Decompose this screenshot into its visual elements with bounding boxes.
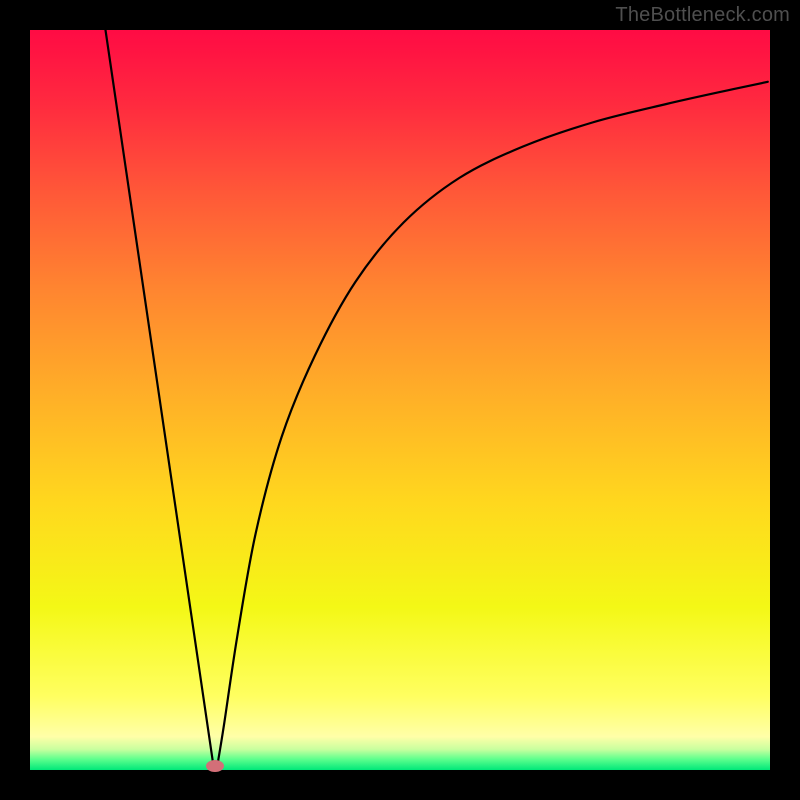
plot-svg bbox=[30, 30, 770, 770]
gradient-background bbox=[30, 30, 770, 770]
plot-area bbox=[30, 30, 770, 770]
chart-stage: TheBottleneck.com bbox=[0, 0, 800, 800]
